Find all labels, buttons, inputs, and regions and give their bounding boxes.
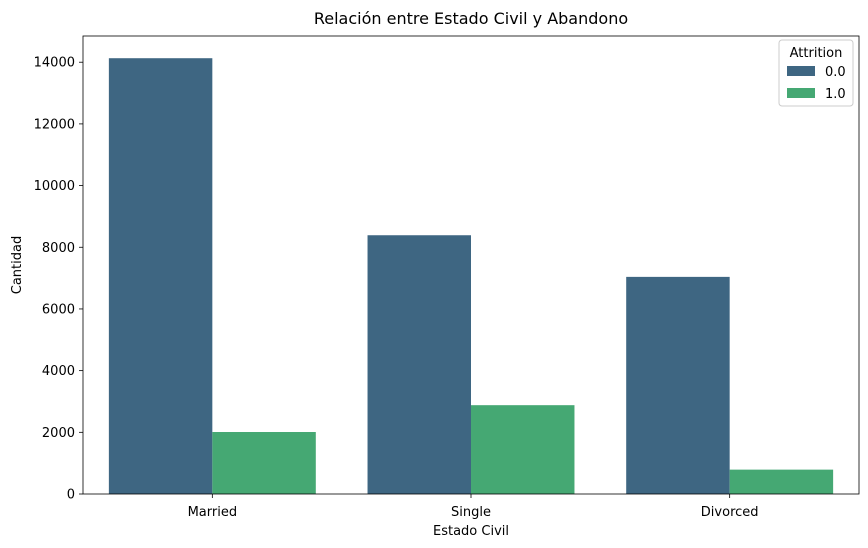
bar-divorced-series-0 <box>626 277 729 494</box>
legend-label-series-0: 0.0 <box>825 65 846 80</box>
bar-married-series-0 <box>109 58 212 494</box>
y-tick-label: 6000 <box>42 302 75 317</box>
legend-swatch-series-0 <box>787 66 815 76</box>
plot-area: 0 2000 4000 6000 8000 10000 12000 14000 Married S… <box>34 36 859 520</box>
legend-title: Attrition <box>790 46 843 61</box>
y-tick-label: 0 <box>67 488 75 503</box>
x-tick-label: Divorced <box>701 505 759 520</box>
y-axis-title: Cantidad <box>10 236 25 294</box>
bar-divorced-series-1 <box>730 470 833 494</box>
x-tick-label: Married <box>188 505 238 520</box>
y-tick-label: 12000 <box>34 117 75 132</box>
y-tick-label: 10000 <box>34 179 75 194</box>
bar-married-series-1 <box>212 432 315 494</box>
legend-swatch-series-1 <box>787 88 815 98</box>
legend-label-series-1: 1.0 <box>825 87 846 102</box>
x-axis-title: Estado Civil <box>433 524 509 539</box>
bar-single-series-0 <box>368 235 471 494</box>
bar-single-series-1 <box>471 405 574 494</box>
y-tick-label: 4000 <box>42 364 75 379</box>
y-tick-label: 2000 <box>42 426 75 441</box>
x-tick-label: Single <box>451 505 491 520</box>
legend: Attrition 0.0 1.0 <box>779 40 853 106</box>
y-tick-label: 8000 <box>42 241 75 256</box>
y-tick-label: 14000 <box>34 56 75 71</box>
chart-title: Relación entre Estado Civil y Abandono <box>314 9 628 28</box>
